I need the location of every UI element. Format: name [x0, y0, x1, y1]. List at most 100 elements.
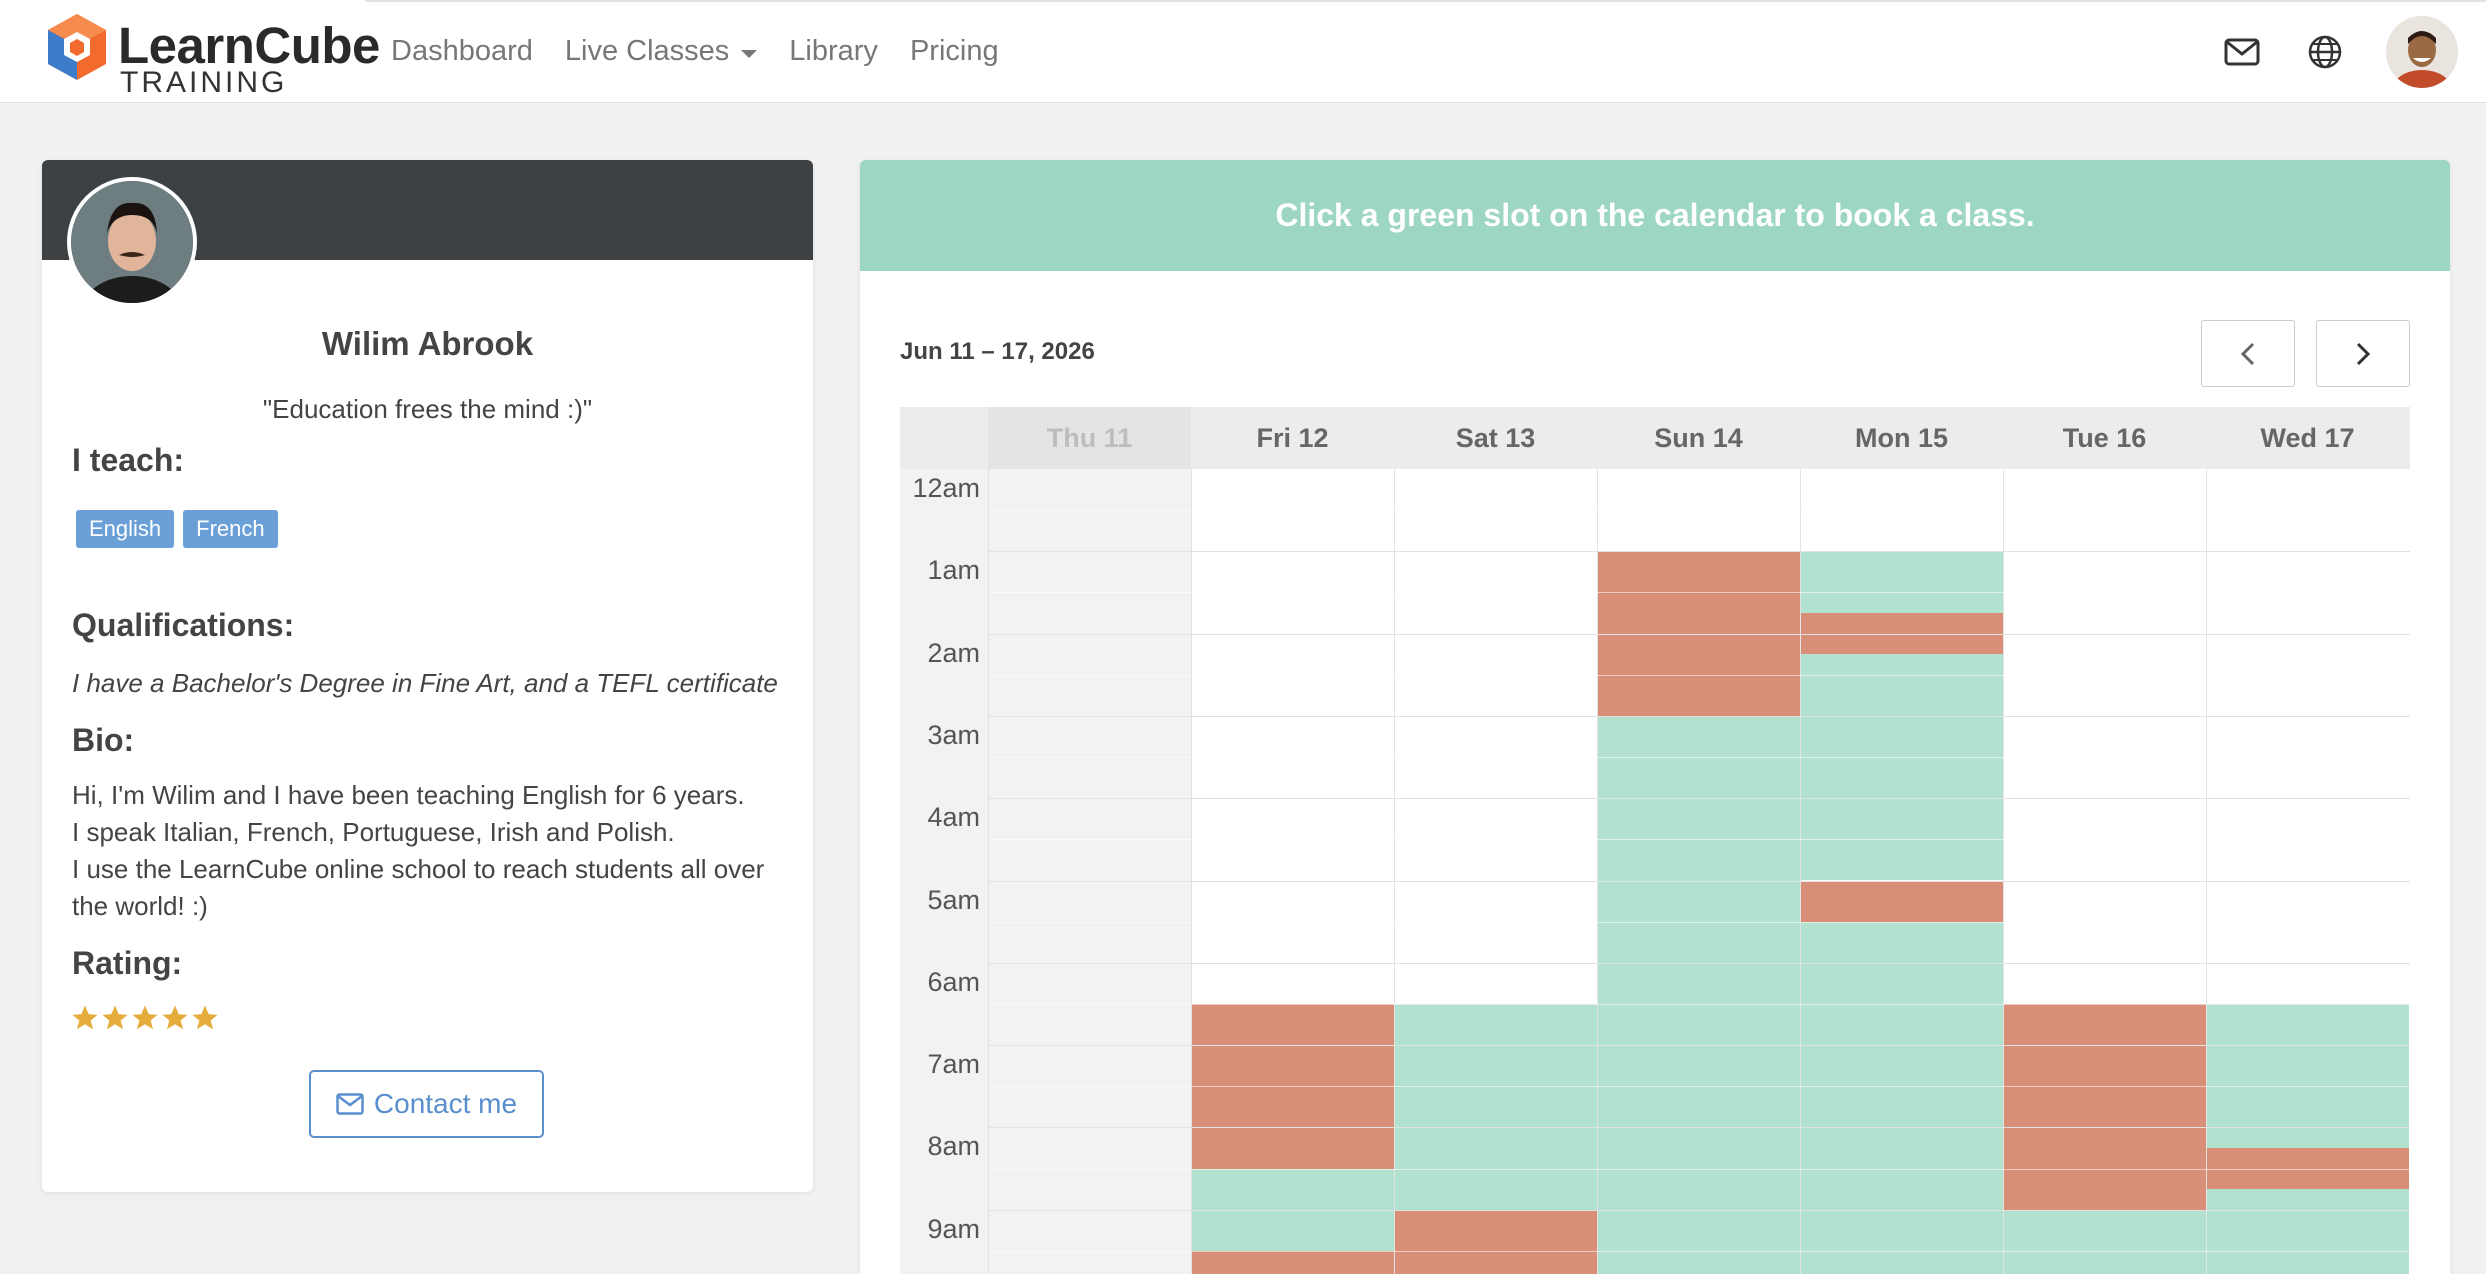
- nav-live-classes[interactable]: Live Classes: [564, 35, 758, 68]
- nav-library[interactable]: Library: [789, 35, 878, 67]
- teacher-avatar: [67, 177, 197, 307]
- day-header: Wed 17: [2260, 422, 2355, 453]
- next-week-button[interactable]: [2316, 320, 2410, 387]
- day-header: Sun 14: [1654, 422, 1743, 453]
- bio-text: Hi, I'm Wilim and I have been teaching E…: [72, 777, 802, 925]
- teach-heading: I teach:: [72, 442, 185, 478]
- booking-banner: Click a green slot on the calendar to bo…: [860, 160, 2450, 271]
- booking-calendar-card: Click a green slot on the calendar to bo…: [860, 160, 2450, 1274]
- bio-line: I speak Italian, French, Portuguese, Iri…: [72, 817, 675, 847]
- star-icon: [102, 1005, 128, 1030]
- nav-links: Dashboard Live Classes Library Pricing: [391, 0, 1031, 103]
- available-slot[interactable]: [1801, 921, 2003, 1274]
- grid-line: [988, 1045, 2410, 1047]
- booked-slot: [1801, 880, 2003, 922]
- available-slot[interactable]: [1395, 1003, 1597, 1210]
- nav-dashboard[interactable]: Dashboard: [391, 35, 533, 67]
- grid-line: [988, 839, 2410, 841]
- language-tags: English French: [76, 510, 287, 548]
- grid-line: [988, 1086, 2410, 1088]
- available-slot[interactable]: [2207, 1003, 2409, 1148]
- grid-line: [988, 1209, 2410, 1211]
- day-column: [1394, 469, 1597, 1274]
- grid-line: [988, 674, 2410, 676]
- time-label: 6am: [927, 966, 980, 997]
- language-tag: English: [76, 510, 175, 548]
- contact-me-button[interactable]: Contact me: [309, 1070, 544, 1138]
- calendar-header-row: Thu 11 Fri 12 Sat 13 Sun 14 Mon 15 Tue 16 Wed …: [900, 407, 2410, 469]
- grid-line: [988, 1250, 2410, 1252]
- grid-line: [988, 921, 2410, 923]
- time-label: 8am: [927, 1131, 980, 1162]
- grid-line: [988, 592, 2410, 594]
- time-label: 7am: [927, 1049, 980, 1080]
- star-icon: [72, 1005, 98, 1030]
- rating-stars: [70, 1003, 220, 1033]
- grid-line: [988, 880, 2410, 882]
- grid-line: [988, 1003, 2410, 1005]
- day-column: [2003, 469, 2206, 1274]
- grid-line: [988, 757, 2410, 759]
- week-calendar-grid: Thu 11 Fri 12 Sat 13 Sun 14 Mon 15 Tue 16 Wed …: [900, 407, 2410, 1274]
- day-header: Sat 13: [1455, 422, 1536, 453]
- star-icon: [192, 1005, 218, 1030]
- time-label: 3am: [927, 719, 980, 750]
- teacher-quote: "Education frees the mind :)": [262, 394, 593, 424]
- grid-line: [988, 962, 2410, 964]
- grid-line: [988, 633, 2410, 635]
- day-header: Mon 15: [1854, 422, 1948, 453]
- grid-line: [988, 798, 2410, 800]
- available-slot[interactable]: [1801, 654, 2003, 881]
- booked-slot: [2004, 1003, 2206, 1210]
- nav-live-classes-label: Live Classes: [564, 35, 730, 67]
- chevron-right-icon: [2356, 342, 2371, 365]
- time-label: 4am: [927, 802, 980, 833]
- qualifications-heading: Qualifications:: [72, 607, 295, 643]
- time-label: 2am: [927, 637, 980, 668]
- brand-name: LearnCube: [118, 17, 380, 74]
- teacher-profile-card: Wilim Abrook "Education frees the mind :…: [42, 160, 813, 1192]
- envelope-icon[interactable]: [2220, 30, 2264, 74]
- bio-heading: Bio:: [72, 722, 135, 758]
- booked-slot: [1192, 1003, 1394, 1169]
- grid-line: [988, 715, 2410, 717]
- brand-subtitle: TRAINING: [120, 66, 288, 99]
- bio-line: I use the LearnCube online school to rea…: [72, 854, 765, 921]
- chevron-left-icon: [2240, 342, 2255, 365]
- cube-logo-icon: [48, 14, 106, 80]
- day-header: Tue 16: [2062, 422, 2147, 453]
- available-slot[interactable]: [1598, 715, 1800, 1274]
- caret-down-icon: [741, 49, 758, 58]
- booked-slot: [2207, 1147, 2409, 1190]
- star-icon: [132, 1005, 158, 1030]
- day-column: [2206, 469, 2409, 1274]
- nav-pricing[interactable]: Pricing: [909, 35, 999, 67]
- brand-logo[interactable]: LearnCube TRAINING: [46, 12, 380, 102]
- star-icon: [162, 1005, 188, 1030]
- time-label: 1am: [927, 555, 980, 586]
- day-column: [1191, 469, 1394, 1274]
- time-label: 9am: [927, 1213, 980, 1244]
- calendar-date-range: Jun 11 – 17, 2026: [900, 338, 1095, 365]
- booked-slot: [1395, 1209, 1597, 1274]
- grid-line: [988, 1127, 2410, 1129]
- top-navbar: LearnCube TRAINING Dashboard Live Classe…: [0, 0, 2486, 103]
- day-header: Thu 11: [988, 407, 1191, 469]
- prev-week-button[interactable]: [2201, 320, 2295, 387]
- grid-line: [988, 510, 2410, 512]
- grid-line: [988, 551, 2410, 553]
- day-header: Fri 12: [1256, 422, 1329, 453]
- available-slot[interactable]: [2207, 1189, 2409, 1274]
- day-column: [1597, 469, 1800, 1274]
- booked-slot: [1801, 613, 2003, 655]
- user-avatar[interactable]: [2386, 16, 2458, 88]
- booked-slot: [1192, 1250, 1394, 1274]
- day-column: [988, 469, 1191, 1274]
- qualifications-text: I have a Bachelor's Degree in Fine Art, …: [72, 668, 778, 698]
- rating-heading: Rating:: [72, 945, 183, 981]
- grid-line: [988, 1168, 2410, 1170]
- available-slot[interactable]: [2004, 1209, 2206, 1274]
- globe-icon[interactable]: [2303, 30, 2347, 74]
- contact-me-label: Contact me: [373, 1088, 518, 1119]
- available-slot[interactable]: [1801, 551, 2003, 614]
